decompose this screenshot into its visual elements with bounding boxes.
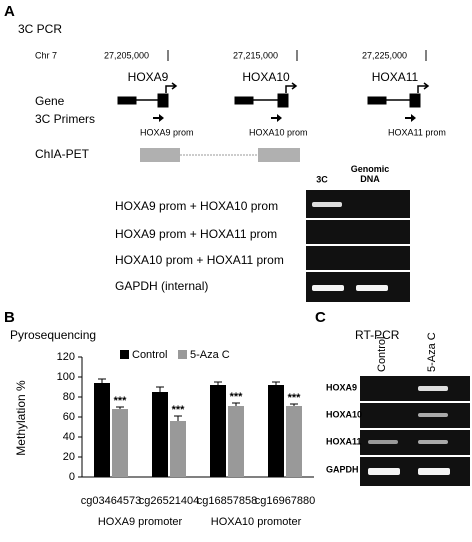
gene-name: HOXA11 [372, 70, 419, 84]
gel-row-label: GAPDH (internal) [115, 279, 208, 293]
coordinate: 27,225,000 [362, 50, 407, 60]
y-tick-label: 60 [63, 411, 75, 423]
y-tick-label: 20 [63, 451, 75, 463]
legend-swatch [120, 350, 129, 359]
gel-row-label: HOXA10 [326, 409, 362, 419]
gene-name: HOXA10 [242, 70, 290, 84]
panel-title: Pyrosequencing [10, 328, 96, 342]
track-label: 3C Primers [35, 112, 95, 126]
coordinate: 27,215,000 [233, 50, 278, 60]
chromosome: Chr 7 [35, 50, 57, 60]
bar [286, 406, 302, 477]
error-bar [272, 381, 280, 385]
gel-row-label: HOXA9 prom + HOXA11 prom [115, 227, 277, 241]
y-tick-label: 120 [57, 351, 75, 363]
error-bar [116, 406, 124, 409]
bar-chart: 0 20 40 60 80 100 120 Control 5-Aza C *** cg034645… [57, 349, 316, 528]
y-tick-label: 40 [63, 431, 75, 443]
panel-title: 3C PCR [18, 22, 62, 36]
gel-a [306, 190, 410, 302]
error-bar [290, 403, 298, 406]
lane-label: 5-Aza C [426, 332, 438, 372]
bar [228, 406, 244, 477]
error-bar [98, 378, 106, 383]
panel-label: B [4, 309, 15, 326]
lane-label: Genomic DNA [350, 164, 390, 184]
legend-label: 5-Aza C [190, 349, 230, 361]
bar [112, 409, 128, 477]
bar [152, 392, 168, 477]
bar [94, 383, 110, 477]
annotation: *** [172, 404, 186, 416]
annotation: *** [288, 392, 302, 404]
y-tick-label: 80 [63, 391, 75, 403]
lane-label: 3C [316, 174, 328, 184]
track-label: Gene [35, 94, 65, 108]
legend-label: Control [132, 349, 167, 361]
gel-row-label: HOXA9 prom + HOXA10 prom [115, 199, 278, 213]
gel-row-label: HOXA11 [326, 436, 362, 446]
gel-c [360, 376, 470, 486]
error-bar [156, 386, 164, 392]
coordinate: 27,205,000 [104, 50, 149, 60]
y-tick-label: 100 [57, 371, 75, 383]
bar [210, 385, 226, 477]
primer-label: HOXA9 prom [140, 127, 194, 137]
x-tick-label: cg03464573 [81, 495, 142, 507]
bar [170, 421, 186, 477]
chia-pet-track [140, 148, 300, 162]
x-tick-label: cg26521404 [139, 495, 200, 507]
x-tick-label: cg16967880 [255, 495, 316, 507]
gel-row-label: GAPDH [326, 464, 359, 474]
primer-label: HOXA10 prom [249, 127, 308, 137]
legend-swatch [178, 350, 187, 359]
panel-title: RT-PCR [355, 328, 400, 342]
lane-label: Control [376, 337, 388, 372]
gene-name: HOXA9 [128, 70, 169, 84]
annotation: *** [230, 391, 244, 403]
gel-row-label: HOXA9 [326, 382, 357, 392]
gel-row-label: HOXA10 prom + HOXA11 prom [115, 253, 284, 267]
panel-label: C [315, 309, 326, 326]
error-bar [174, 415, 182, 421]
primer-label: HOXA11 prom [388, 127, 446, 137]
gene-models [117, 82, 430, 108]
error-bar [214, 381, 222, 385]
panel-label: A [4, 3, 15, 20]
error-bar [232, 402, 240, 406]
group-label: HOXA10 promoter [211, 516, 302, 528]
bar [268, 385, 284, 477]
x-tick-label: cg16857858 [197, 495, 258, 507]
group-label: HOXA9 promoter [98, 516, 183, 528]
track-label: ChIA-PET [35, 147, 90, 161]
y-tick-label: 0 [69, 471, 75, 483]
y-axis-label: Methylation % [14, 380, 28, 456]
annotation: *** [114, 395, 128, 407]
primer-arrows [153, 114, 416, 122]
